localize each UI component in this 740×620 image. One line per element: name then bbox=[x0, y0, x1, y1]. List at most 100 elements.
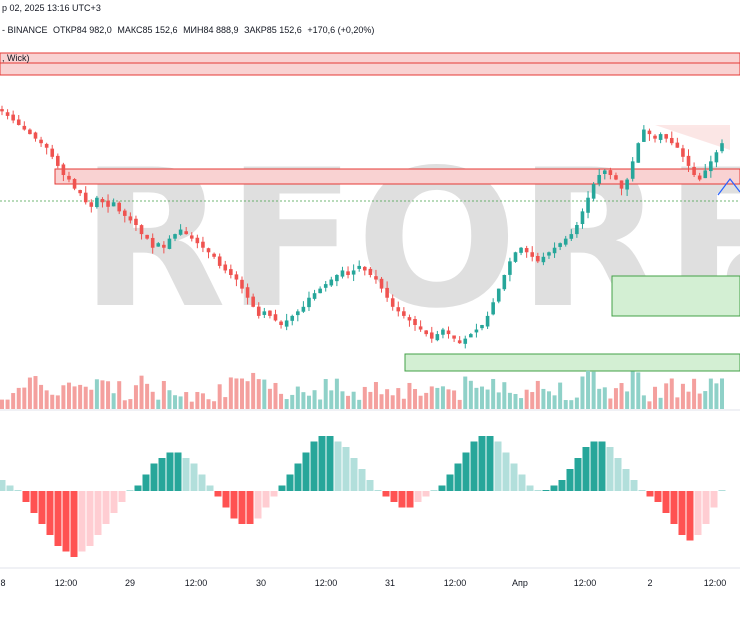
volume-bar bbox=[173, 395, 178, 409]
volume-bar bbox=[658, 397, 663, 409]
volume-bar bbox=[122, 400, 127, 409]
volume-bar bbox=[251, 372, 256, 409]
volume-bar bbox=[552, 395, 557, 409]
histogram-bar bbox=[158, 458, 166, 491]
zones-layer: , Wick) bbox=[0, 52, 740, 372]
candle-body bbox=[290, 315, 295, 321]
histogram-bar bbox=[94, 491, 102, 535]
volume-bar bbox=[686, 391, 691, 409]
histogram-bar bbox=[142, 474, 150, 491]
candle-body bbox=[597, 175, 602, 184]
zone-label: , Wick) bbox=[2, 53, 30, 63]
histogram-bar bbox=[470, 441, 478, 491]
histogram-bar bbox=[686, 491, 694, 541]
candle-body bbox=[452, 335, 456, 339]
volume-bar bbox=[407, 382, 412, 409]
histogram-bar bbox=[182, 458, 190, 491]
volume-bar bbox=[708, 378, 713, 409]
histogram-bar bbox=[430, 490, 438, 491]
x-tick-label: 12:00 bbox=[574, 578, 597, 588]
candle-body bbox=[491, 302, 495, 315]
volume-bar bbox=[117, 381, 122, 409]
candle-body bbox=[536, 256, 540, 262]
volume-bar bbox=[569, 400, 574, 409]
candle-body bbox=[162, 244, 166, 248]
histogram-bar bbox=[694, 491, 702, 535]
histogram-bar bbox=[422, 491, 430, 497]
histogram-bar bbox=[0, 480, 6, 491]
candle-body bbox=[240, 279, 244, 289]
candle-body bbox=[22, 125, 27, 130]
histogram-bar bbox=[318, 436, 326, 491]
histogram-bar bbox=[406, 491, 414, 508]
candle-body bbox=[256, 306, 261, 316]
candle-body bbox=[201, 241, 205, 248]
volume-bar bbox=[541, 388, 546, 409]
candle-body bbox=[630, 161, 635, 179]
volume-bar bbox=[89, 389, 94, 409]
histogram-bar bbox=[670, 491, 678, 524]
high-value: 85 152,6 bbox=[142, 25, 178, 35]
volume-bar bbox=[480, 386, 484, 409]
x-tick-label: 12:00 bbox=[55, 578, 78, 588]
open-label: ОТКР bbox=[53, 25, 77, 35]
candle-body bbox=[485, 315, 490, 327]
histogram-bar bbox=[454, 463, 462, 491]
candle-body bbox=[669, 137, 674, 144]
volume-bar bbox=[83, 386, 88, 409]
histogram-bar bbox=[390, 491, 398, 502]
histogram-bar bbox=[190, 463, 198, 491]
histogram-bar bbox=[70, 491, 78, 557]
x-tick-label: 8 bbox=[0, 578, 5, 588]
histogram-bar bbox=[86, 491, 94, 546]
watermark-suffix: .c bbox=[680, 208, 740, 336]
candle-body bbox=[122, 210, 127, 216]
volume-bar bbox=[697, 393, 702, 409]
candle-body bbox=[424, 330, 428, 335]
candle-body bbox=[173, 234, 177, 239]
volume-bar bbox=[535, 380, 540, 409]
volume-bar bbox=[106, 381, 111, 409]
volume-bar bbox=[613, 388, 618, 409]
volume-bar bbox=[507, 392, 512, 409]
candle-body bbox=[524, 248, 529, 253]
volume-bar bbox=[580, 376, 585, 409]
histogram-bar bbox=[126, 490, 134, 491]
volume-bar bbox=[346, 395, 351, 409]
volume-bar bbox=[161, 380, 166, 409]
candle-body bbox=[340, 270, 345, 277]
histogram-bar bbox=[78, 491, 86, 552]
volume-bar bbox=[669, 378, 674, 409]
histogram-bar bbox=[198, 474, 206, 491]
volume-bar bbox=[591, 371, 596, 409]
volume-bar bbox=[608, 398, 613, 409]
histogram-bar bbox=[110, 491, 118, 513]
candle-body bbox=[223, 264, 228, 271]
candle-body bbox=[134, 218, 138, 225]
candle-body bbox=[16, 119, 21, 125]
x-tick-label: Апр bbox=[512, 578, 528, 588]
histogram-bar bbox=[230, 491, 238, 519]
candle-body bbox=[480, 325, 484, 329]
histogram-bar bbox=[710, 491, 718, 508]
candle-body bbox=[558, 243, 562, 247]
candle-body bbox=[374, 276, 378, 280]
candle-body bbox=[195, 237, 200, 244]
candle-body bbox=[519, 247, 523, 253]
volume-bar bbox=[625, 391, 630, 409]
volume-bars bbox=[0, 370, 724, 409]
volume-bar bbox=[502, 382, 507, 409]
candle-body bbox=[61, 164, 66, 175]
volume-bar bbox=[418, 395, 423, 409]
histogram-bar bbox=[46, 491, 54, 535]
volume-bar bbox=[379, 394, 384, 409]
candle-body bbox=[335, 275, 339, 282]
candle-body bbox=[212, 253, 216, 257]
histogram-bar bbox=[358, 469, 366, 491]
histogram-bar bbox=[606, 447, 614, 491]
histogram-bar bbox=[222, 491, 230, 508]
volume-bar bbox=[301, 392, 306, 409]
candle-body bbox=[547, 252, 551, 256]
header-ohlc: - BINANCE ОТКР84 982,0 МАКС85 152,6 МИН8… bbox=[2, 25, 377, 35]
